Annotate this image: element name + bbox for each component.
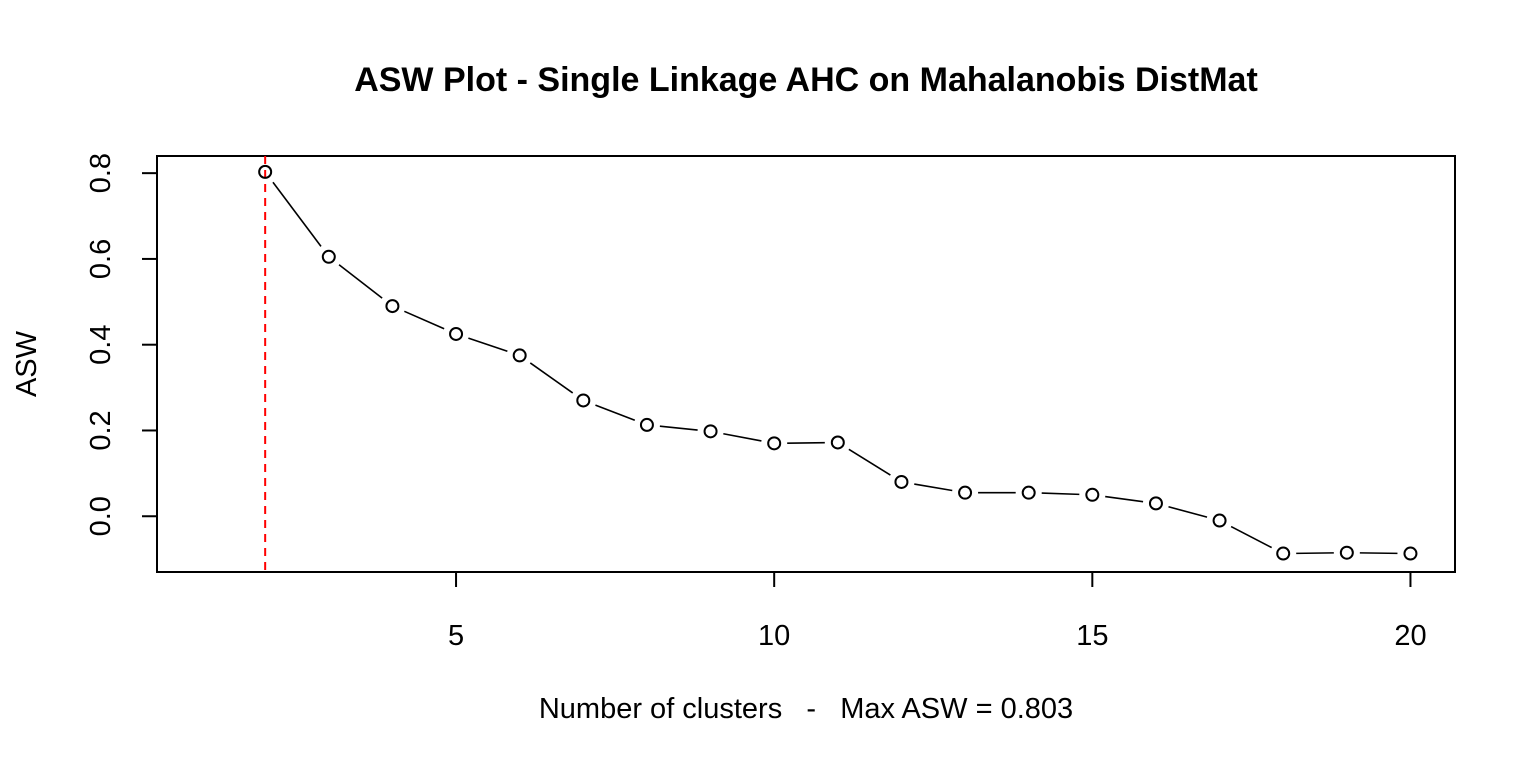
x-tick-label: 20: [1394, 620, 1426, 652]
x-axis: 5 10 15 20: [448, 571, 1427, 652]
series-segment: [787, 441, 825, 444]
x-tick-label: 15: [1076, 620, 1108, 652]
plot-frame: [156, 155, 1456, 573]
data-point: [576, 393, 591, 408]
series-segment: [529, 362, 574, 394]
series-segment: [1359, 552, 1398, 555]
data-point: [321, 249, 336, 264]
y-tick-label: 0.0: [85, 496, 117, 536]
data-point: [1085, 487, 1100, 502]
chart-title: ASW Plot - Single Linkage AHC on Mahalan…: [354, 61, 1258, 99]
y-axis-label: ASW: [11, 330, 43, 397]
series-segment: [595, 404, 636, 421]
data-point: [1021, 485, 1036, 500]
x-tick-label: 5: [448, 620, 464, 652]
series-segment: [338, 264, 383, 299]
series-segment: [1041, 492, 1080, 496]
data-point: [639, 417, 654, 432]
x-tick-label: 10: [758, 620, 790, 652]
series-segment: [1105, 495, 1144, 503]
data-point: [512, 348, 527, 363]
y-tick-label: 0.6: [85, 239, 117, 279]
y-axis: 0.0 0.2 0.4 0.6 0.8: [85, 153, 158, 536]
y-tick-label: 0.2: [85, 410, 117, 450]
series-segment: [404, 310, 445, 330]
series-segment: [1230, 525, 1273, 549]
data-point: [1339, 545, 1354, 560]
series-segment: [1296, 552, 1334, 555]
x-axis-label: Number of clusters - Max ASW = 0.803: [539, 693, 1073, 725]
data-point: [767, 436, 782, 451]
plot-area: [258, 156, 1418, 572]
data-point: [703, 424, 718, 439]
data-point: [1403, 546, 1418, 561]
data-point: [1212, 513, 1227, 528]
data-point: [385, 299, 400, 314]
series-segment: [468, 337, 508, 353]
data-point: [1148, 496, 1163, 511]
series-segment: [914, 483, 953, 492]
y-tick-label: 0.4: [85, 325, 117, 365]
data-point: [958, 485, 973, 500]
data-point: [1276, 546, 1291, 561]
series-segment: [723, 432, 762, 442]
y-tick-label: 0.8: [85, 153, 117, 193]
data-point: [894, 474, 909, 489]
series-segment: [1168, 505, 1208, 518]
series-segment: [659, 425, 698, 431]
data-point: [258, 164, 273, 179]
series-segment: [272, 181, 322, 247]
data-point: [449, 326, 464, 341]
data-point: [830, 435, 845, 450]
series-segment: [848, 448, 891, 476]
